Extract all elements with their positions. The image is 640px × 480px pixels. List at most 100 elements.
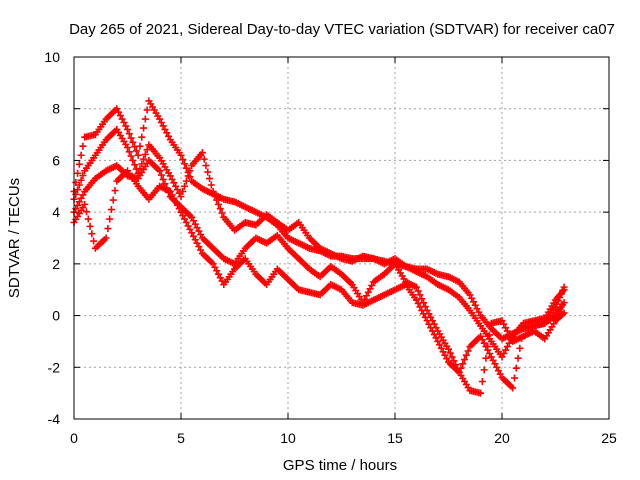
- data-point-fill: [516, 344, 524, 352]
- data-point-fill: [179, 187, 187, 195]
- data-point-fill: [514, 354, 522, 362]
- data-point-fill: [462, 351, 470, 359]
- data-point-fill: [143, 106, 151, 114]
- data-point-fill: [211, 192, 219, 200]
- data-point-fill: [182, 164, 190, 172]
- y-tick-label: 4: [52, 204, 60, 220]
- data-point-fill: [512, 364, 520, 372]
- data-point: [177, 193, 185, 201]
- data-point: [560, 286, 568, 294]
- x-tick-label: 20: [494, 430, 510, 446]
- y-axis-label: SDTVAR / TECUs: [6, 178, 23, 298]
- data-point-fill: [72, 190, 80, 198]
- data-point: [81, 200, 89, 208]
- data-point-fill: [450, 357, 458, 365]
- y-tick-label: 8: [52, 101, 60, 117]
- data-point-fill: [82, 208, 90, 216]
- x-tick-label: 15: [387, 430, 403, 446]
- data-point-fill: [141, 115, 149, 123]
- grid-lines: [74, 57, 609, 419]
- data-point: [477, 389, 485, 397]
- data-point-fill: [464, 347, 472, 355]
- data-point-fill: [157, 171, 165, 179]
- data-point-fill: [129, 156, 137, 164]
- data-point-fill: [484, 343, 492, 351]
- data-point-fill: [559, 310, 567, 318]
- data-point-fill: [127, 134, 135, 142]
- data-point-fill: [88, 230, 96, 238]
- data-point-fill: [111, 187, 119, 195]
- data-point: [198, 149, 206, 157]
- data-point-fill: [90, 237, 98, 245]
- y-tick-labels: -4 -2 0 2 4 6 8 10: [44, 49, 60, 427]
- data-point-fill: [77, 151, 85, 159]
- data-point-fill: [75, 181, 83, 189]
- data-point-fill: [131, 161, 139, 169]
- data-point-fill: [461, 356, 469, 364]
- data-point-fill: [218, 209, 226, 217]
- data-point-fill: [74, 169, 82, 177]
- data-point-fill: [106, 215, 114, 223]
- data-point-fill: [107, 206, 115, 214]
- y-tick-label: 6: [52, 152, 60, 168]
- data-point: [102, 234, 110, 242]
- data-point-fill: [125, 130, 133, 138]
- data-point-fill: [72, 178, 80, 186]
- data-point-fill: [482, 354, 490, 362]
- data-point-fill: [186, 167, 194, 175]
- data-point-fill: [179, 156, 187, 164]
- data-point-fill: [204, 168, 212, 176]
- data-point-fill: [214, 200, 222, 208]
- data-point-fill: [486, 331, 494, 339]
- chart-title: Day 265 of 2021, Sidereal Day-to-day VTE…: [69, 21, 615, 38]
- plot-frame: [73, 56, 610, 420]
- data-point-fill: [129, 138, 137, 146]
- y-tick-label: -2: [48, 359, 61, 375]
- data-point-fill: [480, 366, 488, 374]
- data-point-fill: [200, 155, 208, 163]
- data-point: [134, 151, 142, 159]
- data-point: [509, 384, 517, 392]
- data-point: [560, 299, 568, 307]
- data-point-fill: [448, 353, 456, 361]
- y-tick-label: 2: [52, 256, 60, 272]
- data-point: [445, 345, 452, 353]
- data-point-fill: [457, 364, 465, 372]
- x-axis-label: GPS time / hours: [283, 457, 397, 474]
- x-tick-label: 0: [70, 430, 78, 446]
- data-point-fill: [109, 196, 117, 204]
- data-point-fill: [414, 287, 422, 295]
- data-point-fill: [159, 175, 167, 183]
- data-point-fill: [510, 374, 518, 382]
- data-point: [124, 144, 131, 151]
- data-point-fill: [206, 175, 214, 183]
- x-tick-label: 5: [177, 430, 185, 446]
- data-point: [156, 167, 164, 175]
- data-point-fill: [132, 147, 140, 155]
- data-point-fill: [140, 155, 148, 163]
- data-point-fill: [136, 142, 144, 150]
- data-point-fill: [138, 133, 146, 141]
- data-point: [124, 125, 131, 133]
- data-point-fill: [416, 291, 424, 299]
- x-tick-labels: 0 5 10 15 20 25: [70, 430, 617, 446]
- data-point-fill: [140, 124, 148, 132]
- data-point-fill: [75, 160, 83, 168]
- data-point-fill: [418, 295, 426, 303]
- data-point-fill: [182, 177, 190, 185]
- data-point-fill: [86, 222, 94, 230]
- data-point: [412, 283, 420, 291]
- data-point-fill: [184, 172, 192, 180]
- y-tick-label: -4: [48, 411, 61, 427]
- data-point-fill: [141, 150, 149, 158]
- data-point: [177, 151, 185, 159]
- data-point-fill: [181, 182, 189, 190]
- data-point-fill: [104, 225, 112, 233]
- data-point-fill: [202, 162, 210, 170]
- data-point-fill: [84, 215, 92, 223]
- data-point-fill: [127, 152, 135, 160]
- data-point-fill: [207, 181, 215, 189]
- data-point-fill: [181, 160, 189, 168]
- data-point-fill: [446, 349, 454, 357]
